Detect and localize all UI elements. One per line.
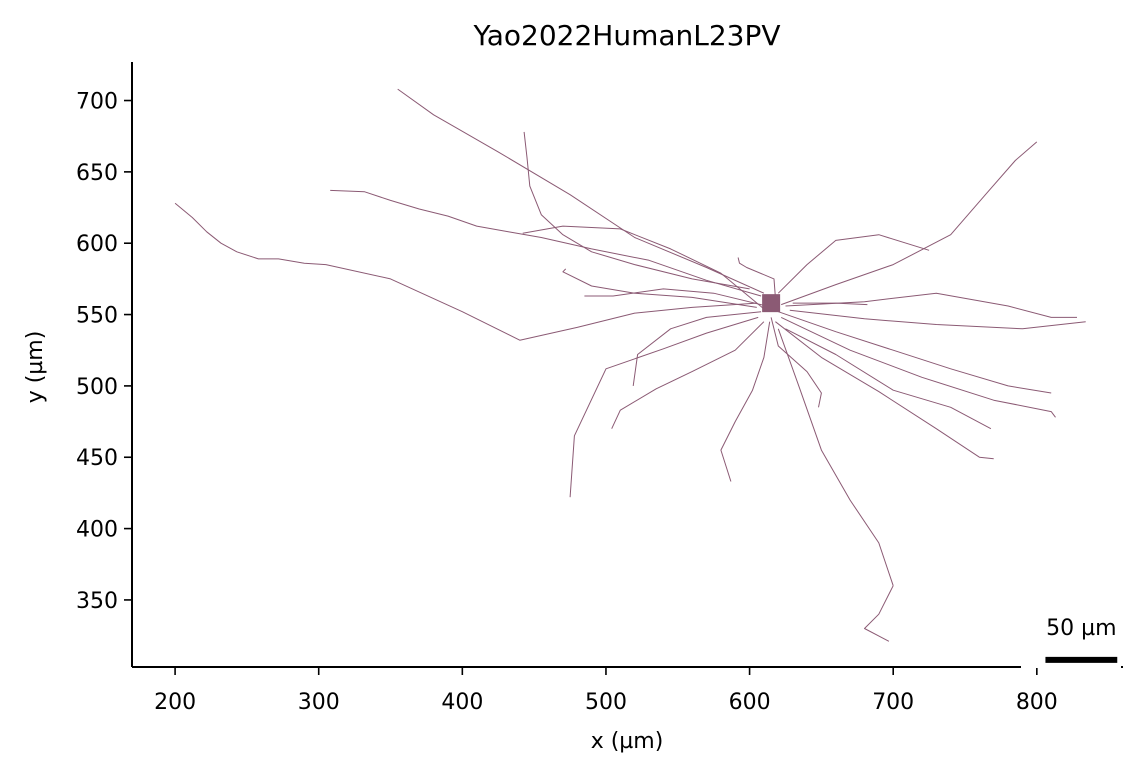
- neurite-branch-19: [562, 268, 757, 308]
- neurite-branch-5: [781, 141, 1038, 306]
- neurite-branch-0: [397, 88, 765, 294]
- x-tick-label: 800: [1016, 690, 1058, 715]
- neurite-branch-15: [864, 585, 894, 642]
- y-tick-label: 700: [76, 90, 118, 115]
- neurite-branch-2: [330, 189, 762, 297]
- x-tick-label: 700: [872, 690, 914, 715]
- y-tick-label: 600: [76, 232, 118, 257]
- neurite-branch-16: [611, 321, 765, 429]
- y-tick-label: 500: [76, 375, 118, 400]
- y-tick-label: 650: [76, 161, 118, 186]
- neurite-branch-17: [569, 316, 759, 498]
- scale-bar-label: 50 µm: [1046, 616, 1116, 641]
- neurite-branch-22: [737, 257, 776, 298]
- neurite-branch-9: [780, 316, 1056, 418]
- neurite-branch-20: [522, 225, 765, 310]
- x-ticks: 200 300 400 500 600 700 800: [154, 667, 1058, 715]
- neurite-branch-3: [174, 202, 757, 341]
- y-axis-label: y (µm): [23, 331, 48, 404]
- x-tick-label: 300: [298, 690, 340, 715]
- neurite-branch-7: [789, 309, 1086, 330]
- neurite-branch-18: [632, 311, 762, 386]
- y-tick-label: 350: [76, 589, 118, 614]
- y-ticks: 350 400 450 500 550 600 650 700: [76, 90, 132, 614]
- neurite-branch-13: [720, 321, 771, 482]
- y-tick-label: 550: [76, 304, 118, 329]
- chart-title: Yao2022HumanL23PV: [472, 19, 780, 52]
- x-axis-label: x (µm): [591, 729, 664, 754]
- neurite-branch-6: [785, 292, 1077, 318]
- neurite-branch-12: [770, 317, 822, 408]
- x-tick-label: 400: [441, 690, 483, 715]
- neurite-branch-4: [777, 234, 930, 294]
- x-tick-label: 500: [585, 690, 627, 715]
- x-tick-label: 600: [729, 690, 771, 715]
- neurite-branch-10: [775, 321, 994, 460]
- x-tick-label: 200: [154, 690, 196, 715]
- neurite-branch-21: [584, 288, 767, 307]
- neurite-branch-1: [523, 131, 750, 290]
- neurite-branch-23: [792, 302, 868, 306]
- neurite-branch-14: [777, 328, 894, 586]
- neurite-branch-11: [785, 328, 992, 430]
- soma-marker: [762, 294, 781, 313]
- neurite-branch-8: [778, 311, 1052, 394]
- y-tick-label: 450: [76, 446, 118, 471]
- y-tick-label: 400: [76, 518, 118, 543]
- neuron-trace: [174, 88, 1086, 642]
